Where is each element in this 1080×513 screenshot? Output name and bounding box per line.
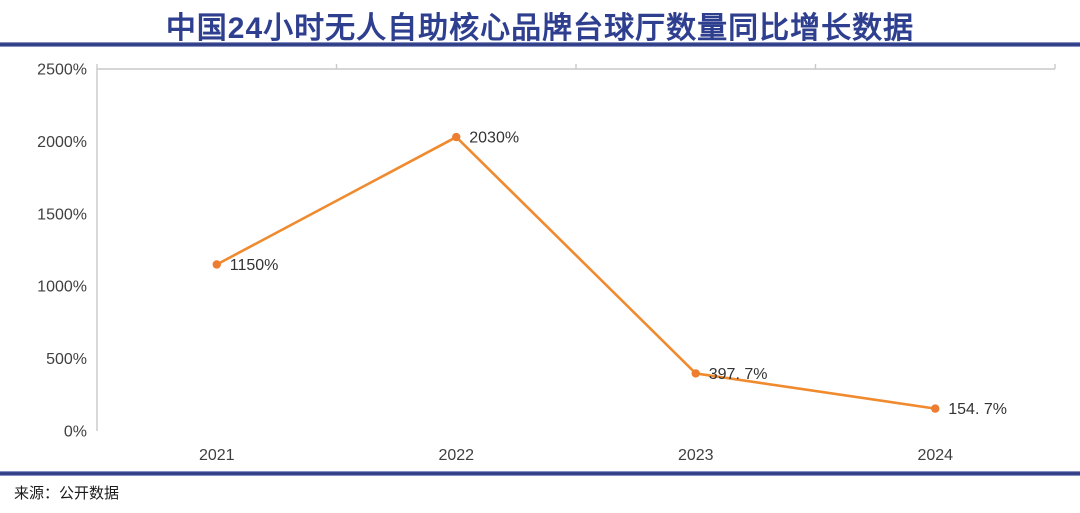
- data-point-marker: [691, 369, 700, 378]
- y-tick-label: 1000%: [37, 279, 87, 296]
- x-axis-labels: 2021 2022 2023 2024: [199, 447, 953, 464]
- y-tick-label: 500%: [46, 351, 87, 368]
- source-label: 来源：公开数据: [14, 485, 120, 502]
- footer-divider: [0, 471, 1080, 476]
- x-tick-label: 2023: [678, 447, 714, 464]
- data-point-marker: [212, 260, 221, 269]
- title-divider: [0, 42, 1080, 47]
- growth-line-chart: 0%500%1000%1500%2000%2500%2021 2022 2023 20…: [37, 62, 1056, 464]
- data-point-label: 1150%: [230, 257, 279, 274]
- y-tick-label: 0%: [64, 424, 87, 441]
- y-tick-label: 2500%: [37, 62, 87, 79]
- data-point-marker: [452, 132, 461, 142]
- top-axis-border: [96, 64, 1056, 70]
- x-tick-label: 2021: [199, 447, 235, 464]
- x-tick-label: 2024: [917, 447, 953, 464]
- data-point-label: 154. 7%: [948, 401, 1007, 418]
- data-point-marker: [931, 404, 940, 413]
- page-title: 中国24小时无人自助核心品牌台球厅数量同比增长数据: [165, 12, 915, 45]
- data-point-label: 2030%: [469, 130, 519, 147]
- data-points: 1150% 2030% 397. 7% 154. 7%: [212, 130, 1007, 418]
- y-axis-labels: 0% 500% 1000% 1500% 2000% 2500%: [37, 62, 87, 441]
- y-tick-label: 1500%: [37, 206, 87, 223]
- data-point-label: 397. 7%: [709, 366, 768, 383]
- y-tick-label: 2000%: [37, 134, 87, 151]
- x-tick-label: 2022: [438, 447, 474, 464]
- series-line: [215, 135, 937, 410]
